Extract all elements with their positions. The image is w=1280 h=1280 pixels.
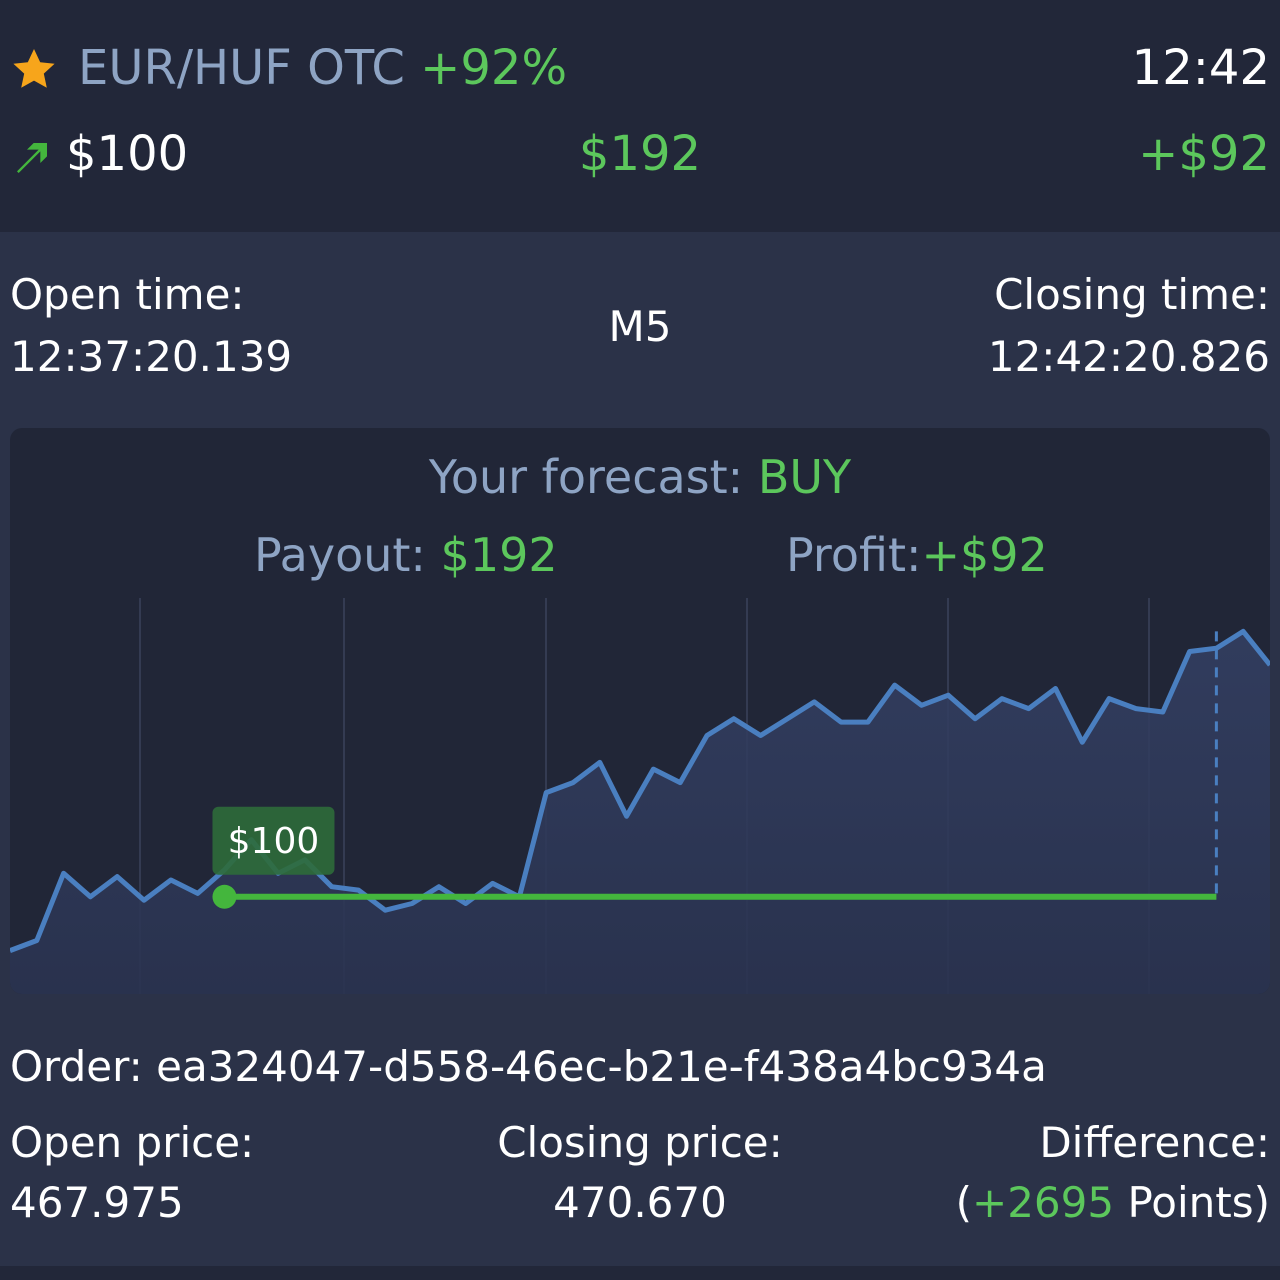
profit-summary: Profit:+$92: [786, 528, 1048, 582]
asset-row: EUR/HUF OTC +92% 12:42: [0, 38, 1280, 108]
forecast-label: Your forecast:: [428, 450, 758, 504]
forecast-direction: BUY: [757, 450, 852, 504]
arrow-up-right-icon: [17, 143, 47, 173]
forecast-line: Your forecast: BUY: [10, 450, 1270, 504]
difference-open-paren: (: [955, 1178, 973, 1227]
entry-badge: $100: [212, 806, 335, 875]
timeframe: M5: [608, 302, 672, 351]
entry-badge-label: $100: [228, 821, 320, 862]
asset-name: EUR/HUF OTC: [78, 40, 405, 96]
payout-amount: $192: [578, 126, 702, 182]
payout-percent: +92%: [420, 40, 568, 96]
closing-time-value: 12:42:20.826: [987, 332, 1270, 381]
bottom-bar: [0, 1266, 1280, 1280]
order-label: Order:: [10, 1042, 157, 1091]
open-price-value: 467.975: [10, 1178, 184, 1227]
trade-header: EUR/HUF OTC +92% 12:42 $100 $192 +$92: [0, 0, 1280, 232]
entry-badge-box: [212, 806, 335, 875]
payout-label: Payout:: [254, 528, 441, 582]
profit-label: Profit:: [786, 528, 922, 582]
time-info: Open time: 12:37:20.139 M5 Closing time:…: [0, 262, 1280, 402]
payout-summary: Payout: $192: [254, 528, 558, 582]
forecast-panel: Your forecast: BUY Payout: $192 Profit:+…: [10, 428, 1270, 994]
payout-value: $192: [440, 528, 558, 582]
order-id[interactable]: ea324047-d558-46ec-b21e-f438a4bc934a: [156, 1042, 1047, 1091]
order-info: Order: ea324047-d558-46ec-b21e-f438a4bc9…: [10, 1042, 1047, 1091]
closing-price-value: 470.670: [553, 1178, 727, 1227]
closing-time-label: Closing time:: [994, 270, 1270, 319]
difference-unit: Points): [1114, 1178, 1270, 1227]
price-info: Open price: 467.975 Closing price: 470.6…: [0, 1118, 1280, 1228]
open-time-value: 12:37:20.139: [10, 332, 293, 381]
entry-point: [212, 884, 237, 909]
difference-label: Difference:: [1039, 1118, 1270, 1167]
clock: 12:42: [1131, 40, 1270, 96]
difference-value: (+2695 Points): [956, 1178, 1270, 1227]
profit-value: +$92: [921, 528, 1048, 582]
profit-amount: +$92: [1138, 126, 1270, 182]
investment-amount: $100: [66, 126, 189, 182]
difference-points: +2695: [972, 1178, 1115, 1227]
star-icon[interactable]: [10, 46, 58, 94]
amount-row: $100 $192 +$92: [0, 122, 1280, 192]
price-chart: $100: [10, 598, 1270, 994]
open-time-label: Open time:: [10, 270, 245, 319]
open-price-label: Open price:: [10, 1118, 255, 1167]
closing-price-label: Closing price:: [497, 1118, 783, 1167]
price-area: [10, 631, 1270, 994]
asset-title: EUR/HUF OTC +92%: [78, 40, 567, 96]
